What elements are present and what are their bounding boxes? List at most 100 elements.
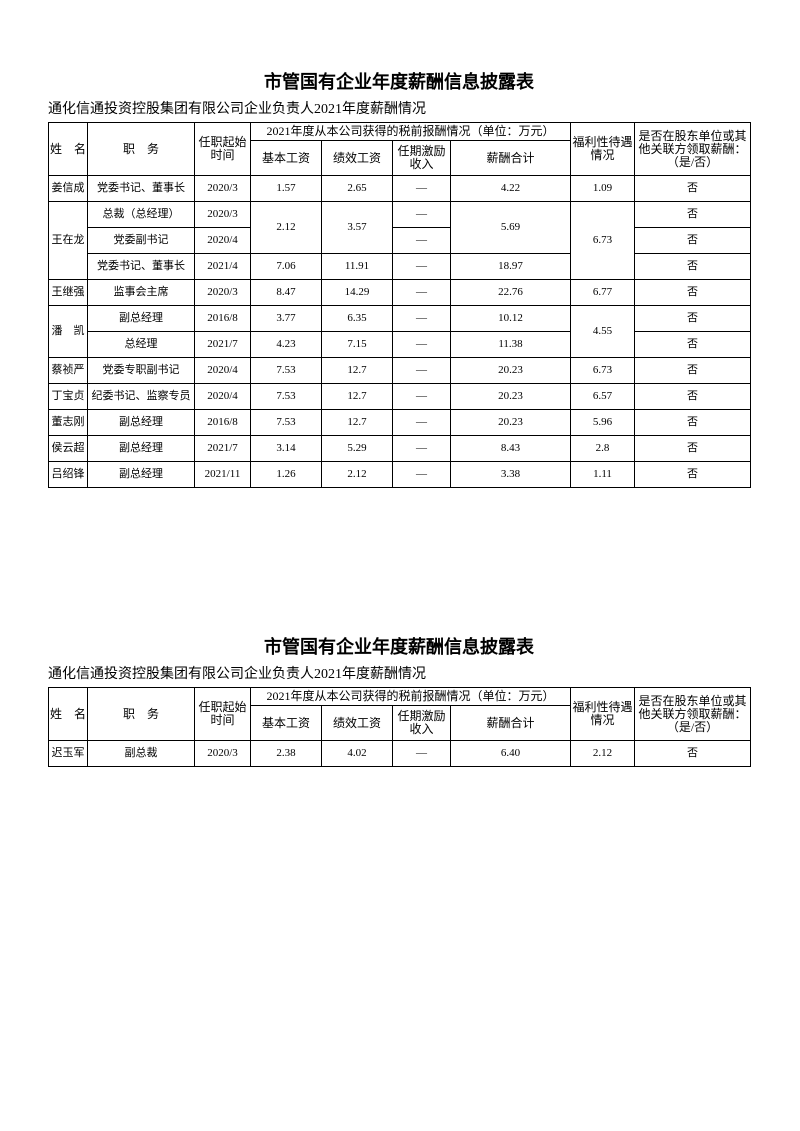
cell: 18.97 <box>449 253 572 280</box>
cell: 党委书记、董事长 <box>87 253 195 280</box>
cell: 否 <box>634 227 752 254</box>
cell: 5.96 <box>570 409 636 436</box>
cell: 否 <box>634 201 752 228</box>
cell: — <box>392 435 451 462</box>
header-row: 姓 名职 务任职起始时间 2021年度从本公司获得的税前报酬情况（单位：万元） 福利… <box>48 122 752 176</box>
cell: 5.69 <box>449 201 572 254</box>
header-cell: 任期激励收入 <box>392 140 451 176</box>
cell: 否 <box>634 740 752 767</box>
cell: 纪委书记、监察专员 <box>87 383 195 410</box>
cell: 20.23 <box>449 409 572 436</box>
cell: — <box>392 383 451 410</box>
data-row: 王在龙 总裁（总经理） 2020/3 2.12 3.57—5.69 6.73 否 <box>48 201 752 280</box>
subtitle: 通化信通投资控股集团有限公司企业负责人2021年度薪酬情况 <box>48 667 426 682</box>
cell: 总裁（总经理） <box>87 201 195 228</box>
title: 市管国有企业年度薪酬信息披露表 <box>264 72 534 92</box>
cell: 6.73 <box>570 357 636 384</box>
cell: 潘 凯 <box>48 305 88 358</box>
header-cell: 任职起始时间 <box>194 122 251 176</box>
cell: 否 <box>634 331 752 358</box>
salary-table: 姓 名职 务任职起始时间 2021年度从本公司获得的税前报酬情况（单位：万元） 福利… <box>48 122 752 488</box>
cell: 王继强 <box>48 279 88 306</box>
header-cell: 薪酬合计 <box>449 140 572 176</box>
cell: — <box>392 201 451 228</box>
cell: 8.43 <box>449 435 572 462</box>
cell: — <box>392 357 451 384</box>
header-cell: 是否在股东单位或其他关联方领取薪酬：（是/否） <box>634 122 752 176</box>
cell: 11.38 <box>449 331 572 358</box>
header-cell: 2021年度从本公司获得的税前报酬情况（单位：万元） <box>249 122 572 141</box>
cell: 副总裁 <box>87 740 195 767</box>
header-cell: 是否在股东单位或其他关联方领取薪酬：（是/否） <box>634 687 752 741</box>
data-row: 王继强 监事会主席 2020/3 8.47 14.29—22.76 6.77 否 <box>48 279 752 306</box>
cell: 2016/8 <box>194 409 251 436</box>
cell: 2016/8 <box>194 305 251 332</box>
subtitle: 通化信通投资控股集团有限公司企业负责人2021年度薪酬情况 <box>48 102 426 117</box>
header-cell: 姓 名 <box>48 687 88 741</box>
cell: 2020/3 <box>194 175 251 202</box>
cell: 丁宝贞 <box>48 383 88 410</box>
cell: — <box>392 305 451 332</box>
data-row: 总经理 2021/7 4.23 7.15—11.38 否 <box>49 331 752 358</box>
cell: 2020/3 <box>194 740 251 767</box>
data-row: 迟玉军 副总裁 2020/3 2.38 4.02—6.40 2.12 否 <box>48 740 752 767</box>
cell: 总经理 <box>87 331 195 358</box>
cell: 11.91 <box>321 253 393 280</box>
cell: 侯云超 <box>48 435 88 462</box>
cell: 2021/7 <box>194 331 251 358</box>
cell: 1.57 <box>250 175 322 202</box>
cell: 7.06 <box>250 253 322 280</box>
cell: 6.77 <box>570 279 636 306</box>
cell: 6.73 <box>570 201 636 280</box>
cell: 5.29 <box>321 435 393 462</box>
cell: 副总经理 <box>87 409 195 436</box>
cell: 4.23 <box>250 331 322 358</box>
data-row: 潘 凯副总经理 2016/8 3.77 6.35—10.12 4.55 否 <box>48 305 752 358</box>
header-cell: 绩效工资 <box>321 140 393 176</box>
cell: 否 <box>634 175 752 202</box>
cell: 12.7 <box>321 409 393 436</box>
cell: 7.53 <box>250 383 322 410</box>
header-cell: 薪酬合计 <box>449 705 572 741</box>
cell: 3.38 <box>449 461 572 488</box>
cell: 6.35 <box>321 305 393 332</box>
cell: 2021/4 <box>194 253 251 280</box>
cell: 7.15 <box>321 331 393 358</box>
cell: 8.47 <box>250 279 322 306</box>
cell: 14.29 <box>321 279 393 306</box>
cell: 否 <box>634 305 752 332</box>
cell: 2.8 <box>570 435 636 462</box>
header-cell: 任职起始时间 <box>194 687 251 741</box>
cell: 4.55 <box>570 305 636 358</box>
header-cell: 职 务 <box>87 687 195 741</box>
cell: 2020/4 <box>194 383 251 410</box>
cell: 否 <box>634 357 752 384</box>
cell: 22.76 <box>449 279 572 306</box>
cell: 12.7 <box>321 383 393 410</box>
cell: 1.26 <box>250 461 322 488</box>
data-row: 侯云超 副总经理 2021/7 3.14 5.29—8.43 2.8 否 <box>48 435 752 462</box>
cell: 10.12 <box>449 305 572 332</box>
cell: 2021/11 <box>194 461 251 488</box>
header-cell: 基本工资 <box>250 140 322 176</box>
cell: 2020/4 <box>194 357 251 384</box>
cell: 董志刚 <box>48 409 88 436</box>
salary-table: 姓 名职 务任职起始时间 2021年度从本公司获得的税前报酬情况（单位：万元） 福利… <box>48 687 752 767</box>
cell: — <box>392 253 451 280</box>
cell: 监事会主席 <box>87 279 195 306</box>
header-cell: 福利性待遇情况 <box>570 122 636 176</box>
cell: 否 <box>634 383 752 410</box>
cell: 4.22 <box>449 175 572 202</box>
cell: 2.12 <box>250 201 322 254</box>
cell: 否 <box>634 435 752 462</box>
header-row: 姓 名职 务任职起始时间 2021年度从本公司获得的税前报酬情况（单位：万元） 福利… <box>48 687 752 741</box>
header-cell: 2021年度从本公司获得的税前报酬情况（单位：万元） <box>249 687 572 706</box>
data-row: 董志刚 副总经理 2016/8 7.53 12.7—20.23 5.96 否 <box>48 409 752 436</box>
cell: 2020/3 <box>194 279 251 306</box>
header-cell: 绩效工资 <box>321 705 393 741</box>
header-cell: 姓 名 <box>48 122 88 176</box>
cell: 7.53 <box>250 409 322 436</box>
header-row: 基本工资 绩效工资 任期激励收入 薪酬合计 <box>49 705 751 741</box>
cell: 3.14 <box>250 435 322 462</box>
